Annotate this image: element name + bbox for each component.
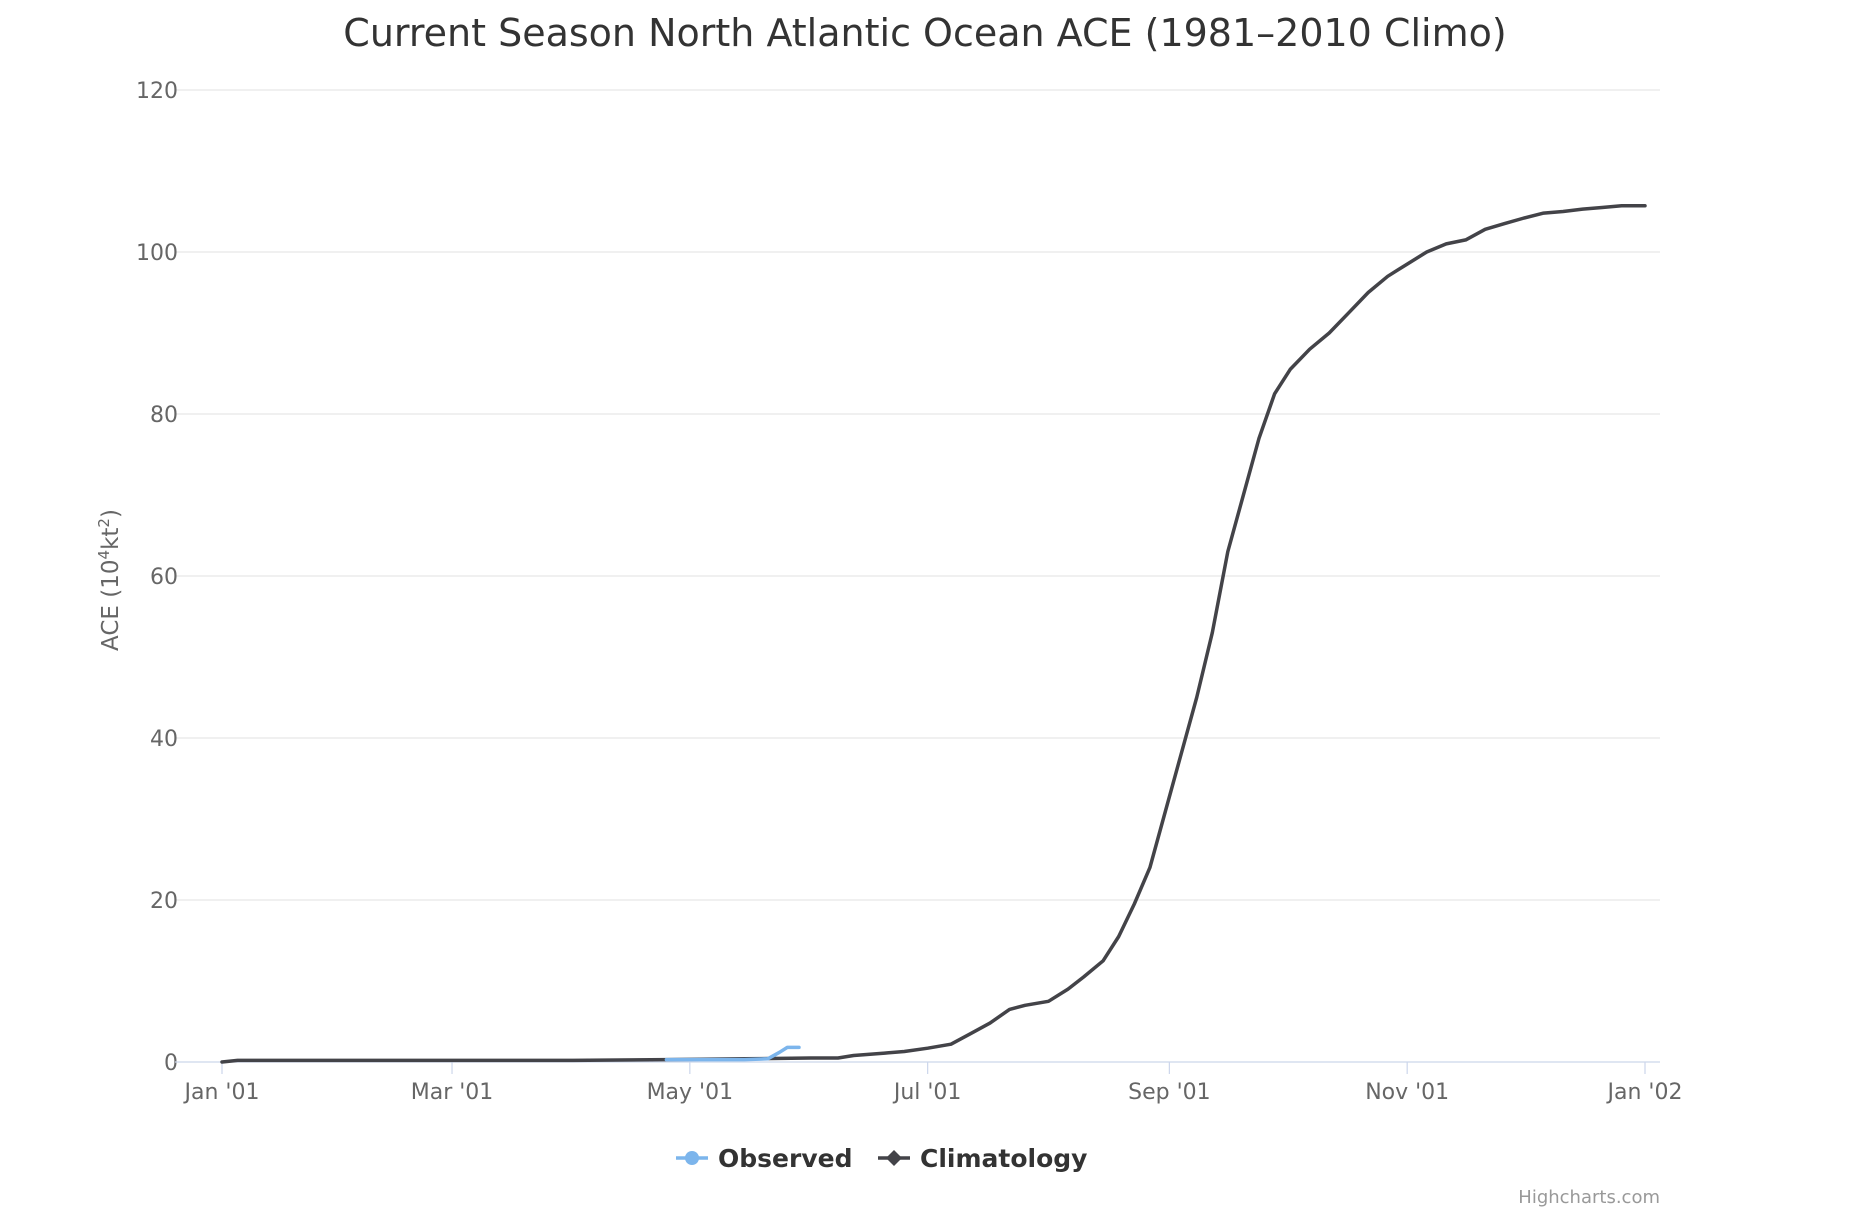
legend-climatology-label: Climatology — [920, 1144, 1087, 1173]
y-axis-title-superscript: 4 — [95, 550, 113, 560]
gridlines — [175, 89, 1660, 901]
highcharts-credit[interactable]: Highcharts.com — [1518, 1187, 1660, 1208]
legend-climatology-marker — [886, 1150, 902, 1166]
x-axis: Jan '01 Mar '01 May '01 Jul '01 Sep '01 Nov '… — [175, 1061, 1683, 1105]
series-line-observed — [664, 1045, 801, 1062]
y-tick-label: 40 — [150, 727, 178, 752]
y-axis-title-part: kt — [98, 528, 124, 550]
y-axis-title-part: ACE (10 — [98, 559, 124, 650]
y-tick-label: 0 — [164, 1051, 178, 1076]
y-axis-title-part: ) — [98, 509, 124, 518]
x-tick-label: Mar '01 — [411, 1080, 494, 1105]
y-tick-label: 120 — [136, 79, 178, 104]
x-tick-label: Jul '01 — [892, 1080, 962, 1105]
x-tick-label: Sep '01 — [1128, 1080, 1211, 1105]
legend-observed-marker — [685, 1151, 699, 1165]
x-tick-label: Jan '01 — [183, 1080, 260, 1105]
chart-title: Current Season North Atlantic Ocean ACE … — [343, 11, 1506, 55]
y-tick-label: 60 — [150, 565, 178, 590]
legend-item-climatology[interactable]: Climatology — [878, 1144, 1087, 1173]
y-tick-label: 20 — [150, 889, 178, 914]
series-lines — [220, 204, 1647, 1064]
x-tick-label: Jan '02 — [1606, 1080, 1683, 1105]
legend-observed-label: Observed — [718, 1144, 852, 1173]
y-tick-label: 80 — [150, 403, 178, 428]
legend-item-observed[interactable]: Observed — [676, 1144, 852, 1173]
y-axis-title-superscript: 2 — [95, 518, 113, 528]
series-line-climatology — [220, 204, 1647, 1064]
y-tick-label: 100 — [136, 241, 178, 266]
legend: Observed Climatology — [676, 1144, 1087, 1173]
x-tick-label: Nov '01 — [1365, 1080, 1449, 1105]
y-axis: 0 20 40 60 80 100 120 — [136, 79, 178, 1076]
x-tick-label: May '01 — [647, 1080, 734, 1105]
y-axis-title: ACE (104kt2) — [95, 509, 124, 651]
